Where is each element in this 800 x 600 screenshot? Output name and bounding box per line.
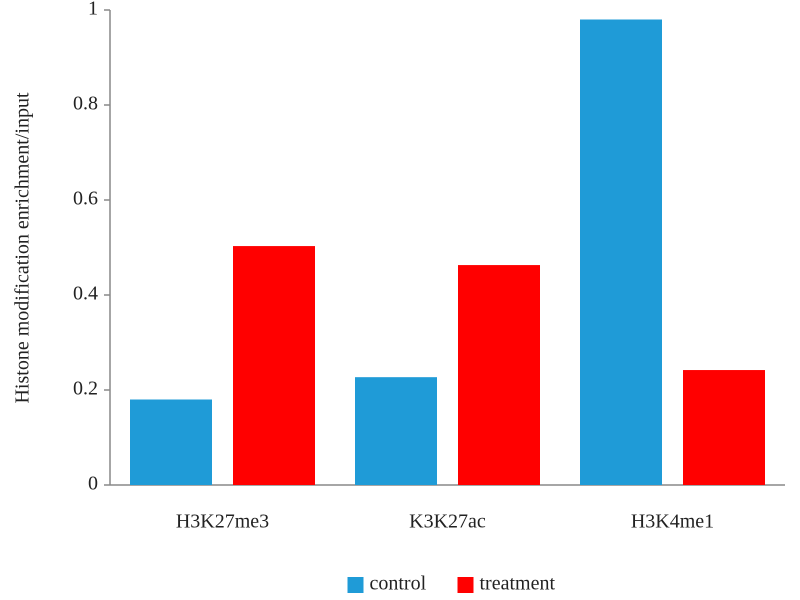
x-tick-label: H3K27me3 xyxy=(176,511,269,533)
x-tick-label: K3K27ac xyxy=(409,511,486,533)
bar xyxy=(458,265,540,485)
legend-label: control xyxy=(370,573,427,595)
y-tick-label: 0.2 xyxy=(73,378,98,400)
y-tick-label: 1 xyxy=(88,0,98,20)
legend-swatch xyxy=(347,577,364,593)
bar xyxy=(355,377,437,485)
x-tick-label: H3K4me1 xyxy=(631,511,714,533)
y-tick-label: 0.4 xyxy=(73,283,98,305)
bar xyxy=(683,370,765,485)
legend-swatch xyxy=(457,577,474,593)
bar xyxy=(130,399,212,485)
y-tick-label: 0 xyxy=(88,473,98,495)
bar xyxy=(233,246,315,485)
legend-label: treatment xyxy=(480,573,556,595)
y-tick-label: 0.6 xyxy=(73,188,98,210)
y-tick-label: 0.8 xyxy=(73,93,98,115)
bar xyxy=(580,19,662,485)
y-axis-label: Histone modification enrichment/input xyxy=(12,92,34,403)
